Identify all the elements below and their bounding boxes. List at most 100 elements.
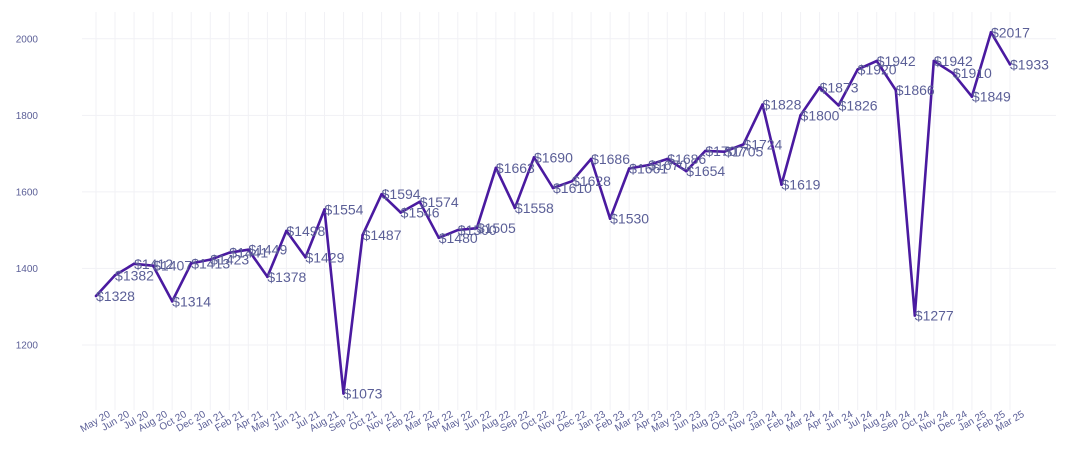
data-point	[894, 88, 898, 92]
data-label: $1705	[724, 144, 763, 160]
data-point	[799, 114, 802, 117]
data-point	[475, 226, 479, 230]
data-point	[818, 86, 821, 89]
data-label: $2017	[991, 24, 1030, 40]
data-label: $1441	[229, 245, 268, 261]
data-label: $1530	[610, 211, 649, 227]
data-point	[227, 251, 231, 255]
data-point	[704, 149, 707, 153]
data-point	[932, 59, 936, 63]
data-point	[132, 262, 136, 266]
y-axis: 1200 1400 1600 1800 2000	[16, 34, 39, 351]
data-point	[399, 211, 402, 214]
data-label: $1314	[172, 293, 211, 309]
data-label: $1412	[134, 256, 173, 272]
data-point	[532, 156, 536, 159]
data-label: $1574	[420, 194, 459, 210]
data-point	[570, 179, 574, 183]
data-label: $1933	[1010, 56, 1049, 72]
data-point	[913, 314, 917, 317]
data-label: $1942	[877, 53, 916, 69]
data-label: $1554	[325, 201, 364, 217]
data-label: $1594	[382, 186, 421, 202]
data-point	[608, 217, 612, 220]
data-label: $1661	[629, 161, 668, 177]
data-point	[970, 95, 974, 98]
data-point	[589, 157, 593, 161]
data-point	[761, 103, 764, 106]
data-point	[342, 392, 345, 395]
data-label: $1429	[305, 249, 344, 265]
data-label: $1610	[553, 180, 592, 196]
data-point	[551, 186, 555, 190]
data-label: $1487	[363, 227, 402, 243]
data-point	[304, 256, 307, 259]
data-point	[1008, 63, 1012, 66]
data-point	[170, 300, 174, 303]
data-label: $1413	[191, 255, 230, 271]
data-label: $1800	[801, 107, 840, 123]
data-label: $1849	[972, 89, 1011, 105]
data-label: $1663	[496, 160, 535, 176]
data-label: $1686	[591, 151, 630, 167]
data-point	[323, 208, 326, 211]
data-labels: $1328 $1382$1412$1407 $1314 $1413$1423$1441…	[94, 24, 1049, 402]
data-point	[951, 71, 955, 75]
data-point	[684, 169, 688, 173]
data-point	[285, 229, 288, 233]
data-point	[456, 228, 460, 232]
y-tick-label: 1800	[16, 111, 39, 122]
data-point	[380, 192, 383, 196]
data-label: $1449	[248, 242, 287, 258]
data-point	[837, 104, 840, 107]
data-label: $1423	[210, 252, 249, 268]
data-point	[875, 59, 879, 63]
data-label: $1724	[743, 136, 782, 152]
data-label: $1690	[534, 149, 573, 165]
data-label: $1382	[115, 267, 154, 283]
data-label: $1920	[858, 61, 897, 77]
data-label: $1328	[96, 288, 135, 304]
data-point	[646, 163, 650, 167]
data-point	[723, 150, 726, 153]
data-label: $1873	[820, 79, 859, 95]
data-label: $1480	[439, 230, 478, 246]
data-point	[856, 68, 859, 71]
data-label: $1277	[915, 307, 954, 323]
data-label: $1910	[953, 65, 992, 81]
y-tick-label: 1200	[16, 340, 39, 351]
data-label: $1686	[667, 151, 706, 167]
data-point	[208, 258, 212, 261]
y-tick-label: 1400	[16, 264, 39, 275]
grid	[82, 12, 1056, 410]
data-label: $1942	[934, 53, 973, 69]
data-point	[513, 206, 517, 210]
data-label: $1670	[648, 157, 687, 173]
data-label: $1558	[515, 200, 554, 216]
data-point	[113, 273, 117, 277]
y-tick-label: 2000	[16, 34, 39, 45]
data-label: $1073	[344, 386, 383, 402]
data-label: $1826	[839, 97, 878, 113]
data-label: $1654	[686, 163, 725, 179]
data-point	[989, 30, 993, 34]
data-label: $1498	[286, 223, 325, 239]
data-point	[94, 294, 98, 298]
data-label: $1378	[267, 269, 306, 285]
data-point	[627, 167, 631, 170]
data-point	[247, 248, 250, 251]
data-point	[189, 262, 193, 265]
data-point	[494, 166, 498, 170]
data-point	[780, 183, 783, 186]
data-point	[266, 275, 269, 279]
data-point	[742, 143, 745, 146]
y-tick-label: 1600	[16, 187, 39, 198]
data-label: $1628	[572, 173, 611, 189]
data-point	[361, 233, 364, 237]
data-label: $1500	[458, 222, 497, 238]
data-label: $1866	[896, 82, 935, 98]
data-label: $1619	[782, 177, 821, 193]
data-point	[418, 200, 422, 204]
